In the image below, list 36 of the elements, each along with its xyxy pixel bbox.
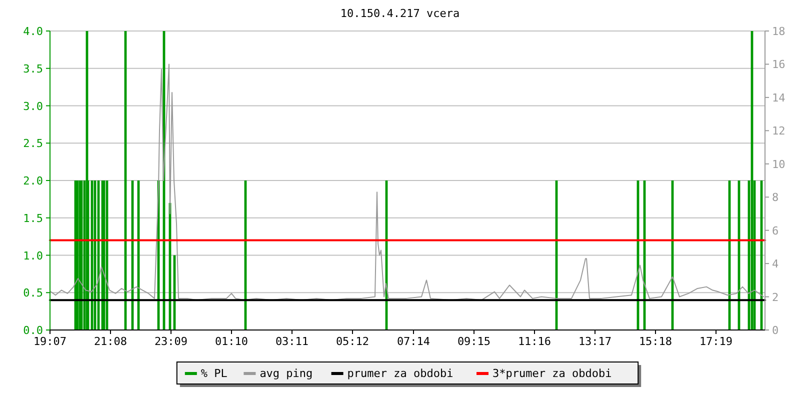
x-tick-label: 13:17: [578, 335, 612, 348]
y2-tick-label: 14: [772, 91, 786, 104]
y2-tick-label: 16: [772, 58, 786, 72]
y-tick-label: 1.5: [23, 212, 43, 225]
x-tick-label: 19:07: [33, 335, 67, 348]
y-tick-label: 0.5: [23, 286, 43, 300]
x-tick-label: 17:19: [699, 335, 733, 348]
y2-tick-label: 18: [772, 25, 786, 38]
x-tick-label: 15:18: [638, 335, 672, 348]
x-tick-label: 23:09: [154, 335, 188, 348]
y-tick-label: 3.0: [23, 100, 43, 113]
x-tick-label: 03:11: [275, 335, 309, 348]
y2-tick-label: 2: [772, 290, 779, 304]
y-tick-label: 1.0: [23, 249, 43, 262]
legend-label: avg ping: [260, 367, 313, 380]
y-tick-label: 2.5: [23, 137, 43, 150]
y-tick-label: 2.0: [23, 174, 43, 188]
y2-tick-label: 0: [772, 324, 779, 337]
x-tick-label: 11:16: [518, 335, 552, 348]
y-tick-label: 0.0: [23, 324, 43, 337]
y2-tick-label: 4: [772, 258, 779, 271]
legend-label: 3*prumer za obdobi: [492, 367, 612, 380]
x-tick-label: 09:15: [457, 335, 491, 348]
x-tick-label: 21:08: [94, 335, 128, 348]
y2-tick-label: 6: [772, 224, 779, 238]
y2-tick-label: 10: [772, 158, 786, 171]
y2-tick-label: 8: [772, 191, 779, 204]
x-tick-label: 07:14: [396, 335, 430, 348]
legend-label: % PL: [200, 367, 228, 380]
y-tick-label: 4.0: [23, 25, 43, 38]
x-tick-label: 01:10: [214, 335, 248, 348]
legend-label: prumer za obdobi: [347, 367, 454, 380]
y2-tick-label: 12: [772, 124, 786, 138]
chart-title: 10.150.4.217 vcera: [340, 7, 460, 20]
x-tick-label: 05:12: [336, 335, 370, 348]
y-tick-label: 3.5: [23, 62, 43, 76]
